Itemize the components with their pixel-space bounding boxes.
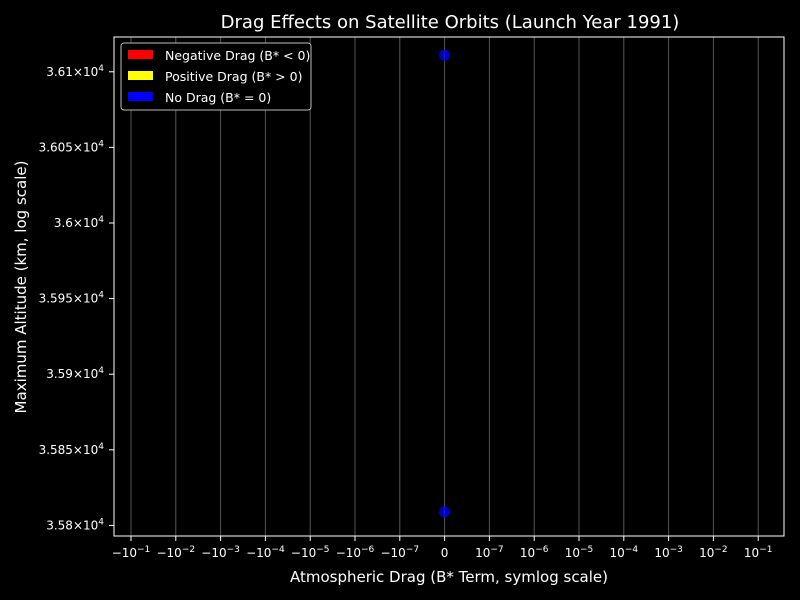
legend-label: Negative Drag (B* < 0) xyxy=(165,48,310,63)
y-tick-label: 3.58×104 xyxy=(46,517,104,532)
x-tick-label: −10−5 xyxy=(291,545,330,560)
x-tick-label: 10−5 xyxy=(565,545,594,560)
legend: Negative Drag (B* < 0) Positive Drag (B* … xyxy=(120,42,312,111)
x-tick-label: 10−1 xyxy=(744,545,773,560)
data-point xyxy=(439,49,451,61)
legend-box xyxy=(120,42,312,111)
legend-label: No Drag (B* = 0) xyxy=(165,90,271,105)
x-tick-label: 10−4 xyxy=(610,545,639,560)
legend-entries: Negative Drag (B* < 0) Positive Drag (B* … xyxy=(128,48,310,105)
x-tick-label: −10−1 xyxy=(112,545,151,560)
data-points xyxy=(439,49,451,518)
y-tick-label: 3.61×104 xyxy=(46,64,104,79)
x-tick-label: −10−6 xyxy=(336,545,375,560)
y-tick-label: 3.6×104 xyxy=(54,215,104,230)
x-axis-label: Atmospheric Drag (B* Term, symlog scale) xyxy=(290,568,608,586)
y-tick-label: 3.59×104 xyxy=(46,366,104,381)
legend-swatch xyxy=(128,71,153,80)
chart-title: Drag Effects on Satellite Orbits (Launch… xyxy=(221,12,680,33)
x-axis-ticks: −10−1 −10−2 −10−3 −10−4 −10−5 −10−6 −10−7 0 10−7… xyxy=(112,536,773,560)
x-tick-label: 10−6 xyxy=(520,545,549,560)
x-tick-label: −10−4 xyxy=(246,545,285,560)
x-tick-label: −10−7 xyxy=(380,545,419,560)
y-tick-label: 3.585×104 xyxy=(39,442,105,457)
plot-frame xyxy=(113,36,785,537)
x-tick-label: 10−3 xyxy=(654,545,683,560)
x-tick-label: −10−2 xyxy=(156,545,195,560)
legend-swatch xyxy=(128,92,153,101)
y-tick-label: 3.595×104 xyxy=(39,291,105,306)
x-tick-label: 10−7 xyxy=(475,545,504,560)
legend-label: Positive Drag (B* > 0) xyxy=(165,69,302,84)
data-point xyxy=(439,506,451,518)
x-tick-label: −10−3 xyxy=(201,545,240,560)
x-grid xyxy=(130,37,759,536)
x-tick-label: 10−2 xyxy=(699,545,728,560)
x-tick-label: 0 xyxy=(441,546,449,560)
y-axis-label: Maximum Altitude (km, log scale) xyxy=(12,161,30,414)
y-tick-label: 3.605×104 xyxy=(39,139,105,154)
y-axis-ticks: 3.58×104 3.585×104 3.59×104 3.595×104 3.6×10… xyxy=(39,64,114,532)
legend-swatch xyxy=(128,50,153,59)
